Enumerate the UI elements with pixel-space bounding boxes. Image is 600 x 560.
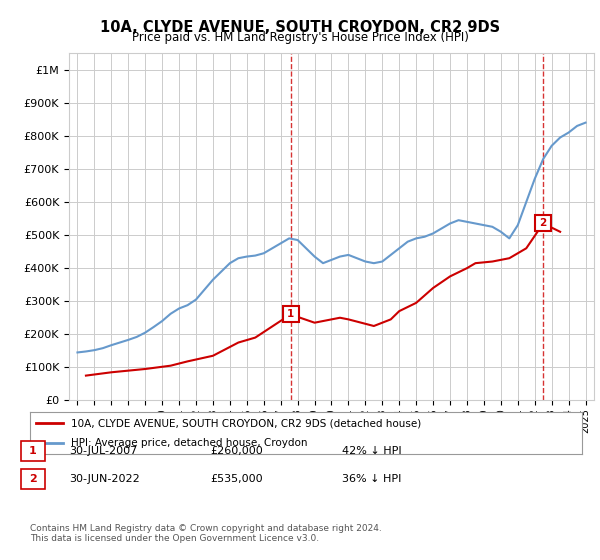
Text: Price paid vs. HM Land Registry's House Price Index (HPI): Price paid vs. HM Land Registry's House …: [131, 31, 469, 44]
Text: 10A, CLYDE AVENUE, SOUTH CROYDON, CR2 9DS: 10A, CLYDE AVENUE, SOUTH CROYDON, CR2 9D…: [100, 20, 500, 35]
Text: 2: 2: [539, 218, 547, 228]
Text: 30-JUL-2007: 30-JUL-2007: [69, 446, 137, 456]
Text: £535,000: £535,000: [210, 474, 263, 484]
Text: 1: 1: [287, 310, 294, 319]
Text: 2: 2: [29, 474, 37, 484]
Text: £260,000: £260,000: [210, 446, 263, 456]
Text: 1: 1: [29, 446, 37, 456]
Text: 10A, CLYDE AVENUE, SOUTH CROYDON, CR2 9DS (detached house): 10A, CLYDE AVENUE, SOUTH CROYDON, CR2 9D…: [71, 418, 422, 428]
Text: Contains HM Land Registry data © Crown copyright and database right 2024.
This d: Contains HM Land Registry data © Crown c…: [30, 524, 382, 543]
Text: HPI: Average price, detached house, Croydon: HPI: Average price, detached house, Croy…: [71, 438, 308, 448]
Text: 36% ↓ HPI: 36% ↓ HPI: [342, 474, 401, 484]
Text: 42% ↓ HPI: 42% ↓ HPI: [342, 446, 401, 456]
Text: 30-JUN-2022: 30-JUN-2022: [69, 474, 140, 484]
